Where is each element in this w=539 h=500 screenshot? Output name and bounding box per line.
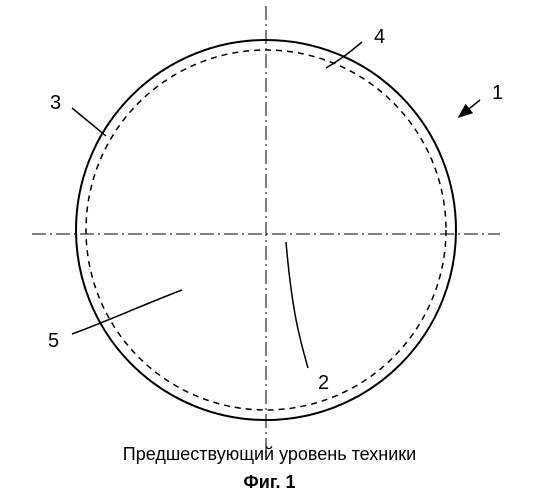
leader-1 — [460, 100, 480, 116]
figure-diagram — [0, 0, 539, 500]
figure-label: Фиг. 1 — [0, 472, 539, 493]
label-2: 2 — [318, 372, 329, 395]
prior-art-caption: Предшествующий уровень техники — [0, 444, 539, 465]
leader-2 — [286, 242, 308, 368]
label-3: 3 — [50, 92, 61, 115]
label-1: 1 — [492, 82, 503, 105]
leader-3 — [72, 108, 106, 136]
label-4: 4 — [374, 26, 385, 49]
label-5: 5 — [48, 330, 59, 353]
